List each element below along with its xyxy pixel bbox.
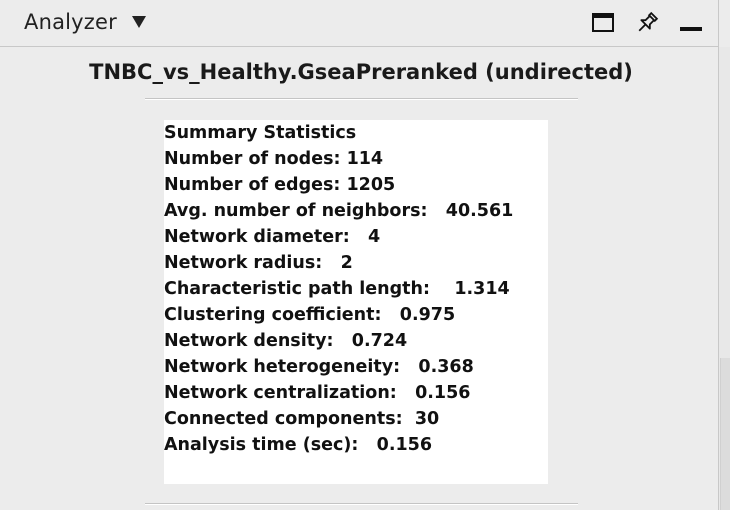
stat-row: Network radius: 2 xyxy=(164,253,353,273)
summary-heading: Summary Statistics xyxy=(164,123,357,143)
stat-row: Analysis time (sec): 0.156 xyxy=(164,435,432,455)
summary-statistics-panel: Summary Statistics Number of nodes: 114 … xyxy=(164,120,548,484)
stat-value: 1.314 xyxy=(454,279,510,299)
stat-row: Network heterogeneity: 0.368 xyxy=(164,357,474,377)
stat-label: Network density: xyxy=(164,331,334,351)
minimize-icon[interactable] xyxy=(678,10,704,36)
stat-value: 0.368 xyxy=(418,357,474,377)
pin-icon[interactable] xyxy=(634,10,660,36)
stat-label: Avg. number of neighbors: xyxy=(164,201,428,221)
stat-value: 0.156 xyxy=(415,383,471,403)
stat-value: 4 xyxy=(368,227,381,247)
stat-value: 114 xyxy=(346,149,384,169)
analyzer-content: TNBC_vs_Healthy.GseaPreranked (undirecte… xyxy=(0,47,719,510)
stat-label: Network diameter: xyxy=(164,227,350,247)
stat-row: Network centralization: 0.156 xyxy=(164,383,470,403)
stat-label: Analysis time (sec): xyxy=(164,435,359,455)
panel-title: Analyzer xyxy=(24,10,117,34)
network-title: TNBC_vs_Healthy.GseaPreranked (undirecte… xyxy=(89,60,633,84)
stat-row: Characteristic path length: 1.314 xyxy=(164,279,510,299)
stat-row: Network density: 0.724 xyxy=(164,331,407,351)
stat-value: 0.975 xyxy=(399,305,456,325)
stat-label: Network heterogeneity: xyxy=(164,357,401,377)
stat-label: Clustering coefficient: xyxy=(164,305,382,325)
stat-row: Connected components: 30 xyxy=(164,409,439,429)
stat-label: Number of edges: xyxy=(164,175,341,195)
stat-row: Network diameter: 4 xyxy=(164,227,380,247)
stat-label: Number of nodes: xyxy=(164,149,341,169)
panel-header: Analyzer xyxy=(0,0,719,47)
stat-value: 30 xyxy=(414,409,440,429)
divider xyxy=(145,503,578,505)
vertical-scrollbar[interactable] xyxy=(719,47,730,510)
stat-row: Clustering coefficient: 0.975 xyxy=(164,305,455,325)
stat-row: Avg. number of neighbors: 40.561 xyxy=(164,201,513,221)
scrollbar-thumb[interactable] xyxy=(720,358,730,510)
divider xyxy=(145,98,578,100)
stat-value: 0.156 xyxy=(376,435,432,455)
stat-value: 2 xyxy=(340,253,353,273)
stat-label: Network centralization: xyxy=(164,383,397,403)
window-icon[interactable] xyxy=(590,10,616,36)
stat-row: Number of edges: 1205 xyxy=(164,175,395,195)
stat-value: 40.561 xyxy=(445,201,514,221)
stat-label: Characteristic path length: xyxy=(164,279,430,299)
stat-label: Connected components: xyxy=(164,409,403,429)
stat-row: Number of nodes: 114 xyxy=(164,149,383,169)
stat-value: 0.724 xyxy=(351,331,408,351)
stat-label: Network radius: xyxy=(164,253,323,273)
chevron-down-icon[interactable] xyxy=(132,16,146,28)
stat-value: 1205 xyxy=(346,175,396,195)
